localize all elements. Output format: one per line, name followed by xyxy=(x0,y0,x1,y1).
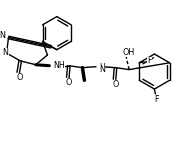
Text: F: F xyxy=(147,56,152,65)
Text: NH: NH xyxy=(53,61,65,70)
Text: O: O xyxy=(112,80,119,89)
Text: O: O xyxy=(16,73,22,82)
Text: O: O xyxy=(66,78,72,87)
Text: F: F xyxy=(154,95,159,104)
Text: OH: OH xyxy=(122,48,134,57)
Text: N: N xyxy=(0,31,5,40)
Text: N: N xyxy=(3,48,9,57)
Text: H: H xyxy=(99,63,105,69)
Text: N: N xyxy=(3,48,9,57)
Text: N: N xyxy=(0,31,5,40)
Text: N: N xyxy=(99,65,105,74)
